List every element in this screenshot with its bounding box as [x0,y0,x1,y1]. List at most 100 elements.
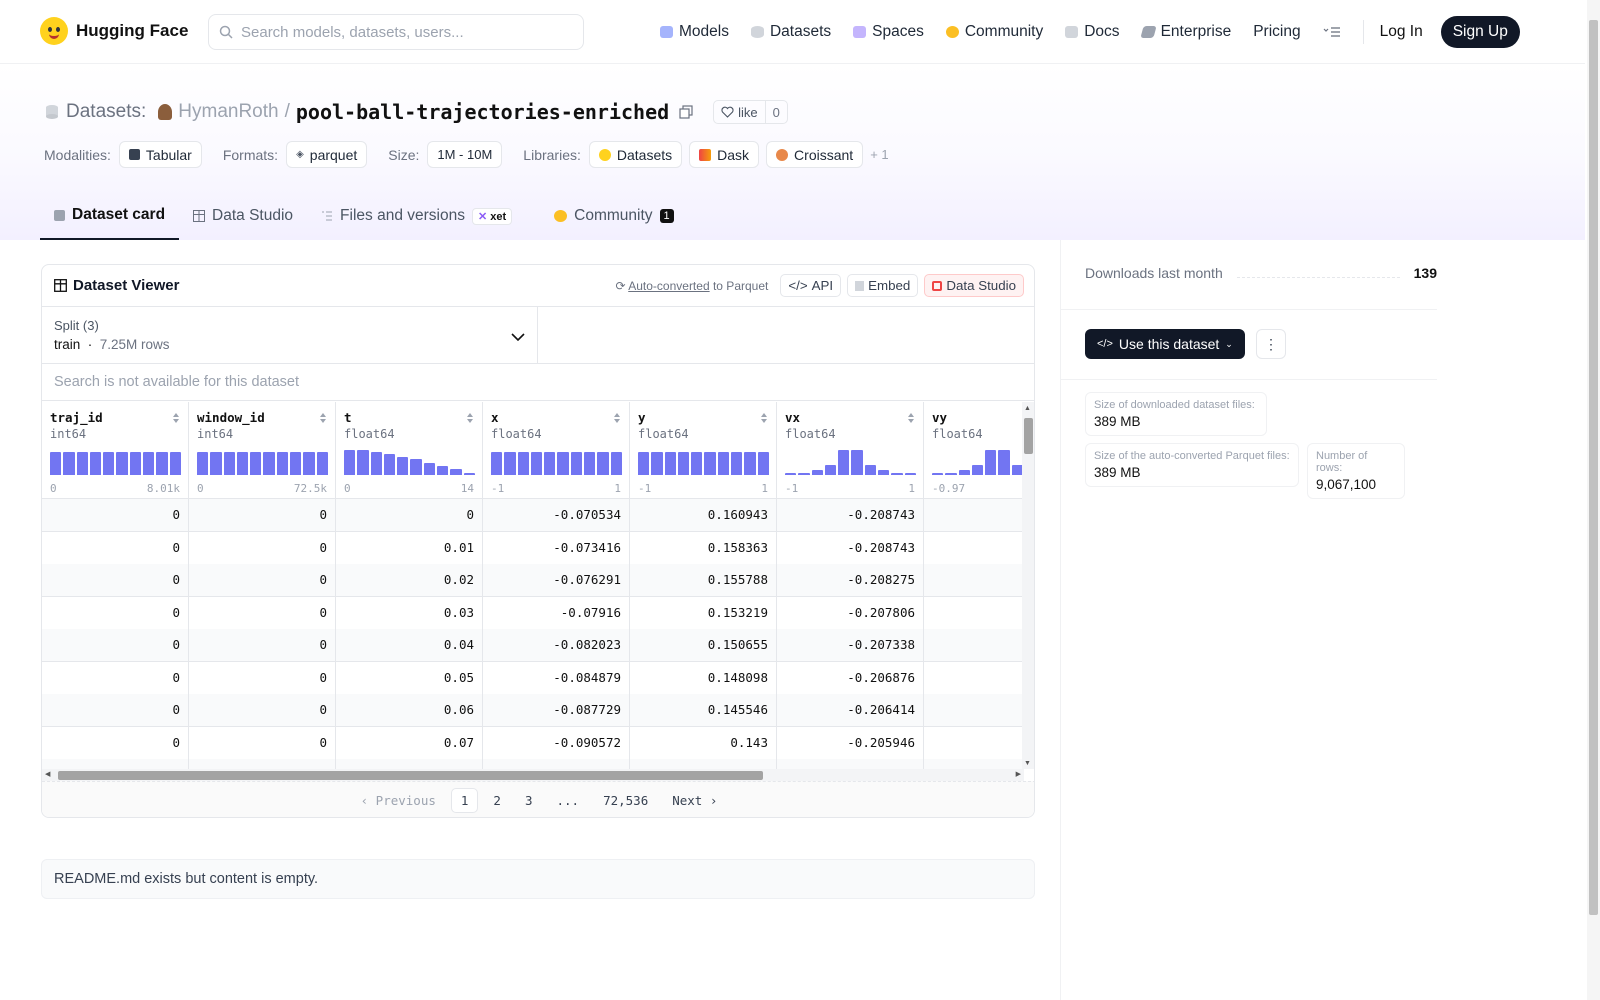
nav-spaces[interactable]: Spaces [853,23,924,41]
histogram-bar[interactable] [891,472,903,475]
histogram-bar[interactable] [491,451,503,475]
histogram-bar[interactable] [664,451,676,475]
more-libraries-link[interactable]: + 1 [870,147,889,162]
page-scrollbar[interactable] [1587,0,1600,1000]
histogram-bar[interactable] [63,451,75,475]
search-input[interactable] [241,23,561,41]
histogram-bar[interactable] [651,451,663,475]
histogram-bar[interactable] [945,472,957,475]
histogram-bar[interactable] [691,451,703,475]
histogram-bar[interactable] [263,451,275,475]
histogram-bar[interactable] [290,451,302,475]
histogram-bar[interactable] [557,451,569,475]
nav-datasets[interactable]: Datasets [750,23,831,41]
scroll-up-arrow[interactable]: ▲ [1024,405,1031,412]
column-header-x[interactable]: x float64 -1 1 [483,402,630,499]
sort-icon[interactable] [466,412,474,424]
histogram-bar[interactable] [731,451,743,475]
nav-more-menu[interactable] [1323,26,1341,38]
size-tag[interactable]: 1M - 10M [427,141,503,168]
histogram-bar[interactable] [757,451,769,475]
histogram-bar[interactable] [450,469,462,475]
histogram-bar[interactable] [103,451,115,475]
page-3[interactable]: 3 [524,793,533,808]
sort-icon[interactable] [760,412,768,424]
column-header-vx[interactable]: vx float64 -1 1 [777,402,924,499]
histogram-bar[interactable] [143,451,155,475]
histogram-bar[interactable] [197,451,209,475]
histogram-bar[interactable] [530,451,543,475]
histogram-bar[interactable] [971,464,984,475]
split-select[interactable]: Split (3) train · 7.25M rows [42,307,538,363]
histogram-bar[interactable] [878,469,890,475]
tab-community[interactable]: Community 1 [540,192,688,240]
histogram-bar[interactable] [316,451,328,475]
column-header-t[interactable]: t float64 0 14 [336,402,483,499]
histogram-bar[interactable] [89,451,102,475]
histogram-bar[interactable] [904,473,916,475]
nav-community[interactable]: Community [945,23,1043,41]
column-header-window-id[interactable]: window_id int64 0 72.5k [189,402,336,499]
dataset-name[interactable]: pool-ball-trajectories-enriched [295,100,670,124]
histogram-bar[interactable] [223,451,235,475]
histogram-bar[interactable] [517,451,529,475]
histogram-bar[interactable] [344,450,356,475]
histogram-bar[interactable] [677,451,690,475]
histogram-bar[interactable] [811,469,823,475]
histogram-bar[interactable] [116,451,128,475]
sort-icon[interactable] [172,412,180,424]
histogram-bar[interactable] [50,451,62,475]
histogram-bar[interactable] [798,472,810,475]
histogram-bar[interactable] [423,462,436,475]
histogram-bar[interactable] [303,451,315,475]
histogram-bar[interactable] [156,451,168,475]
histogram-bar[interactable] [838,450,850,475]
format-tag[interactable]: ◈ parquet [286,141,368,168]
table-row[interactable] [42,759,1024,769]
login-button[interactable]: Log In [1379,23,1423,40]
histogram-bar[interactable] [785,473,797,475]
horizontal-scroll-thumb[interactable] [58,771,763,780]
signup-button[interactable]: Sign Up [1440,16,1520,48]
nav-models[interactable]: Models [660,23,729,41]
histogram-bar[interactable] [704,451,716,475]
histogram-bar[interactable] [932,473,944,475]
api-button[interactable]: </> API [780,274,842,297]
sort-icon[interactable] [907,412,915,424]
copy-icon[interactable] [679,105,693,119]
horizontal-scrollbar[interactable]: ◀ ▶ [42,769,1024,781]
histogram-bar[interactable] [985,450,997,475]
page-last[interactable]: 72,536 [603,793,649,808]
brand-logo[interactable]: Hugging Face [40,17,188,45]
histogram-bar[interactable] [129,451,142,475]
histogram-bar[interactable] [437,465,449,475]
vertical-scrollbar[interactable]: ▲ ▼ [1022,402,1034,769]
histogram-bar[interactable] [76,451,88,475]
histogram-bar[interactable] [610,451,622,475]
tab-data-studio[interactable]: Data Studio [179,192,307,240]
like-button[interactable]: like 0 [713,100,788,124]
histogram-bar[interactable] [169,451,181,475]
tab-dataset-card[interactable]: Dataset card [40,192,180,240]
data-studio-button[interactable]: Data Studio [924,274,1024,297]
histogram-bar[interactable] [504,451,516,475]
histogram-bar[interactable] [276,451,289,475]
sort-icon[interactable] [319,412,327,424]
histogram-bar[interactable] [998,450,1010,475]
histogram-bar[interactable] [597,451,609,475]
histogram-bar[interactable] [236,451,249,475]
tab-files-versions[interactable]: Files and versions ✕ xet [307,192,526,240]
histogram-bar[interactable] [463,473,475,475]
histogram-bar[interactable] [744,451,756,475]
prev-page-button[interactable]: ‹ Previous [360,793,436,808]
histogram-bar[interactable] [1011,464,1024,475]
next-page-button[interactable]: Next › [672,793,718,808]
histogram-bar[interactable] [824,464,837,475]
embed-button[interactable]: Embed [847,274,919,297]
histogram-bar[interactable] [250,451,262,475]
vertical-scroll-thumb[interactable] [1024,418,1033,454]
histogram-bar[interactable] [584,451,596,475]
